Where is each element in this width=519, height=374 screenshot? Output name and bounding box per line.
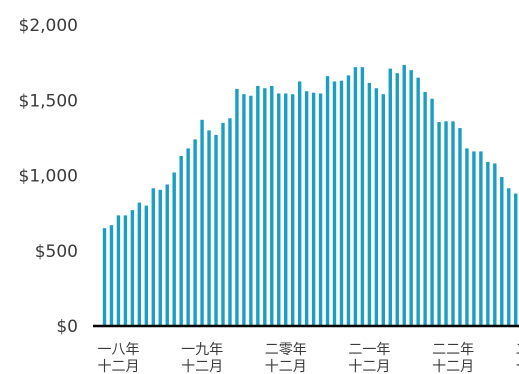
bar bbox=[228, 118, 232, 326]
bar bbox=[486, 161, 490, 326]
x-tick-label-year: 一九年 bbox=[181, 342, 223, 358]
bar bbox=[430, 98, 434, 326]
bar bbox=[332, 81, 337, 326]
bar bbox=[367, 82, 372, 326]
bar bbox=[493, 163, 497, 326]
bar bbox=[409, 70, 413, 327]
bar bbox=[507, 188, 511, 326]
bar bbox=[235, 88, 239, 327]
bar bbox=[200, 119, 204, 326]
bar bbox=[263, 88, 267, 327]
y-axis-labels: $0 $500 $1,000 $1,500 $2,000 bbox=[19, 16, 78, 337]
x-tick-label-year: 二零年 bbox=[265, 342, 307, 358]
bar bbox=[416, 77, 420, 327]
bar bbox=[102, 228, 107, 326]
bars bbox=[102, 64, 518, 327]
bar bbox=[214, 134, 218, 326]
bar bbox=[151, 188, 155, 326]
bar bbox=[423, 91, 427, 326]
bar bbox=[346, 75, 351, 326]
bar bbox=[444, 121, 448, 326]
bar bbox=[123, 215, 128, 326]
x-tick-label-month: 十二月 bbox=[432, 359, 474, 374]
bar bbox=[402, 64, 406, 326]
bar bbox=[297, 81, 302, 326]
y-tick-label: $1,500 bbox=[19, 91, 78, 111]
x-tick-label-month: 十二月 bbox=[265, 359, 307, 374]
bar bbox=[130, 210, 135, 326]
bar bbox=[360, 67, 365, 326]
x-tick-label-month: 十二月 bbox=[98, 359, 140, 374]
y-tick-label: $0 bbox=[56, 317, 78, 337]
bar bbox=[270, 85, 274, 326]
bar bbox=[137, 202, 142, 326]
bar bbox=[221, 122, 225, 326]
bar bbox=[277, 93, 281, 326]
bar bbox=[514, 193, 518, 326]
x-tick-label-month: 十二月 bbox=[348, 359, 390, 374]
bar bbox=[472, 151, 476, 326]
bar bbox=[353, 67, 358, 326]
bar bbox=[144, 205, 149, 326]
bar bbox=[381, 94, 385, 326]
y-tick-label: $1,000 bbox=[19, 167, 78, 187]
bar bbox=[388, 68, 392, 326]
x-axis-labels: 一八年十二月一九年十二月二零年十二月二一年十二月二二年十二月二三年十二月 bbox=[98, 342, 519, 374]
bar bbox=[186, 148, 190, 326]
bar bbox=[116, 215, 121, 326]
bar bbox=[437, 122, 441, 326]
bar bbox=[165, 184, 169, 326]
bar bbox=[158, 189, 162, 326]
bar bbox=[374, 88, 379, 327]
bar bbox=[290, 94, 295, 326]
bar bbox=[179, 155, 183, 326]
bar bbox=[339, 80, 344, 326]
bar bbox=[172, 172, 176, 326]
bar bbox=[318, 93, 323, 326]
x-tick-label-month: 十二月 bbox=[181, 359, 223, 374]
bar bbox=[500, 177, 504, 326]
bar bbox=[465, 148, 469, 326]
y-tick-label: $2,000 bbox=[19, 16, 78, 36]
x-tick-label-month: 十二月 bbox=[516, 359, 519, 374]
x-tick-label-year: 一八年 bbox=[98, 342, 140, 358]
x-tick-label-year: 二二年 bbox=[432, 342, 474, 358]
bar bbox=[193, 139, 197, 326]
bar bbox=[458, 128, 462, 326]
bar bbox=[284, 93, 288, 326]
bar bbox=[395, 73, 399, 326]
x-tick-label-year: 二三年 bbox=[516, 342, 519, 358]
bar bbox=[256, 85, 260, 326]
bar bbox=[325, 76, 330, 326]
bar bbox=[304, 91, 309, 326]
bar bbox=[451, 121, 455, 326]
bar bbox=[249, 95, 253, 326]
bar bbox=[242, 94, 246, 326]
bar bbox=[479, 151, 483, 326]
bar bbox=[109, 225, 114, 326]
bar bbox=[207, 130, 211, 326]
bar bbox=[311, 92, 316, 326]
y-tick-label: $500 bbox=[35, 242, 78, 262]
x-tick-label-year: 二一年 bbox=[348, 342, 390, 358]
